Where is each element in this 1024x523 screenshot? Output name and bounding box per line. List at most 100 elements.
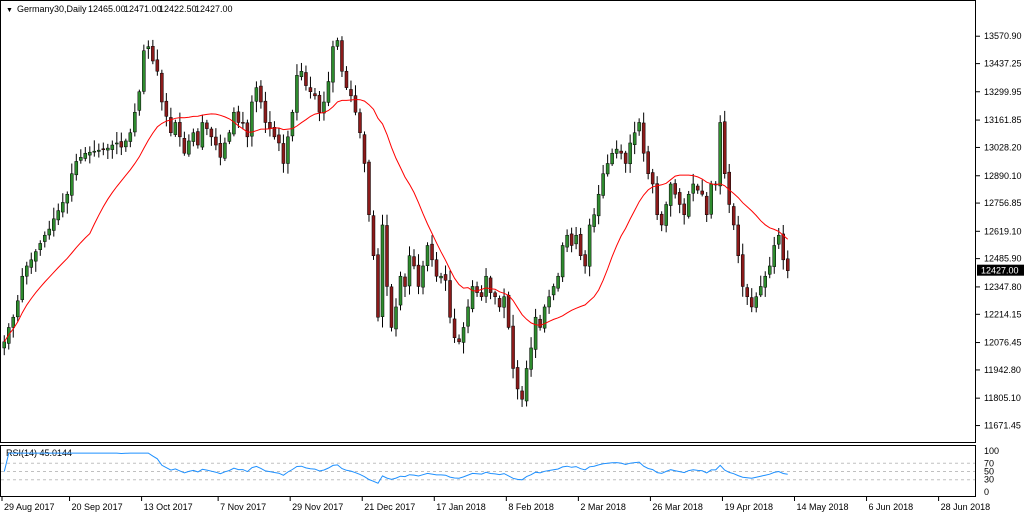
collapse-icon[interactable]: ▼ <box>6 7 13 14</box>
candle <box>47 220 52 240</box>
candle-body <box>484 275 488 297</box>
candle-body <box>281 143 286 164</box>
time-tick-label: 29 Nov 2017 <box>292 502 343 512</box>
candle <box>218 134 223 166</box>
candle-body <box>556 275 560 289</box>
candle <box>443 265 448 291</box>
rsi-line <box>3 452 788 484</box>
candle-body <box>340 40 344 72</box>
price-tick-label: 12619.10 <box>984 226 1022 236</box>
candle <box>614 140 619 159</box>
candle-body <box>565 234 569 248</box>
candle-body <box>263 100 268 123</box>
candle-body <box>610 152 614 165</box>
candle-body <box>155 59 160 72</box>
candle <box>295 64 299 121</box>
candle-body <box>358 112 362 133</box>
candle <box>227 129 232 145</box>
price-axis: 13570.90 13437.25 13299.95 13161.85 13028.20… <box>976 31 1022 431</box>
candle-body <box>403 276 407 287</box>
candle-body <box>430 243 434 261</box>
candle-body <box>326 81 331 103</box>
low-value: 12422.50 <box>159 4 197 14</box>
candle-body <box>128 132 133 142</box>
candle-body <box>601 173 605 196</box>
candle-body <box>88 151 92 156</box>
candle-body <box>479 292 484 297</box>
candle-body <box>74 161 79 176</box>
candle <box>488 275 493 300</box>
candle-body <box>173 122 178 135</box>
price-tick-label: 13437.25 <box>984 59 1022 69</box>
price-tick-label: 11805.10 <box>984 393 1021 403</box>
candle-body <box>142 50 146 92</box>
candle <box>389 283 394 332</box>
candle <box>587 218 592 277</box>
candle-body <box>322 101 326 114</box>
candle-body <box>785 258 790 271</box>
candle <box>677 188 682 214</box>
candle-body <box>421 265 425 288</box>
candle-body <box>65 193 70 204</box>
candle-body <box>398 275 403 306</box>
candle <box>551 283 556 301</box>
candle-body <box>596 193 601 217</box>
candle <box>191 128 196 147</box>
candle <box>583 250 587 274</box>
candle <box>173 119 178 137</box>
candle <box>686 190 691 219</box>
rsi-tick-label: 30 <box>984 475 994 485</box>
candle-body <box>583 254 587 267</box>
candle-body <box>502 296 506 308</box>
candle <box>115 132 119 155</box>
candle-body <box>151 46 155 62</box>
candle-body <box>731 206 736 226</box>
candle-body <box>313 93 317 97</box>
candle-body <box>569 233 574 246</box>
candle-body <box>241 122 245 124</box>
price-tick-label: 11671.45 <box>984 421 1021 431</box>
price-tick-label: 13570.90 <box>984 31 1022 41</box>
candle-body <box>335 40 340 47</box>
candle-body <box>25 265 29 277</box>
candle <box>565 229 569 253</box>
symbol-label: Germany30,Daily <box>17 4 87 14</box>
candle <box>668 181 673 217</box>
candle <box>731 203 736 231</box>
candle-body <box>412 256 416 267</box>
candle <box>376 248 380 322</box>
time-tick-label: 6 Jun 2018 <box>869 502 914 512</box>
candle <box>178 112 182 147</box>
candle <box>763 271 767 297</box>
candle-body <box>2 341 7 349</box>
candle <box>605 154 610 177</box>
candle-body <box>178 122 182 138</box>
candle <box>448 270 452 324</box>
candle-body <box>574 234 578 245</box>
candle-body <box>754 296 758 308</box>
candle-body <box>461 327 466 343</box>
candle <box>367 159 371 222</box>
candle <box>398 271 403 311</box>
candle <box>371 210 376 260</box>
candle <box>394 298 398 337</box>
candle <box>133 103 137 137</box>
candle-body <box>331 46 335 83</box>
candle <box>155 49 160 76</box>
candle-body <box>209 128 214 138</box>
candle-body <box>506 294 511 328</box>
candle <box>749 288 754 313</box>
candle <box>470 280 475 313</box>
candle-body <box>11 316 16 328</box>
candle <box>691 173 695 202</box>
candle-body <box>623 152 628 164</box>
candle <box>416 254 421 295</box>
rsi-tick-label: 100 <box>984 446 999 456</box>
candle <box>632 121 637 155</box>
time-tick-label: 8 Feb 2018 <box>508 502 554 512</box>
candle-body <box>407 255 412 287</box>
time-tick-label: 28 Jun 2018 <box>941 502 991 512</box>
candle-body <box>605 163 610 175</box>
candle-body <box>497 298 502 308</box>
time-tick-label: 19 Apr 2018 <box>724 502 773 512</box>
